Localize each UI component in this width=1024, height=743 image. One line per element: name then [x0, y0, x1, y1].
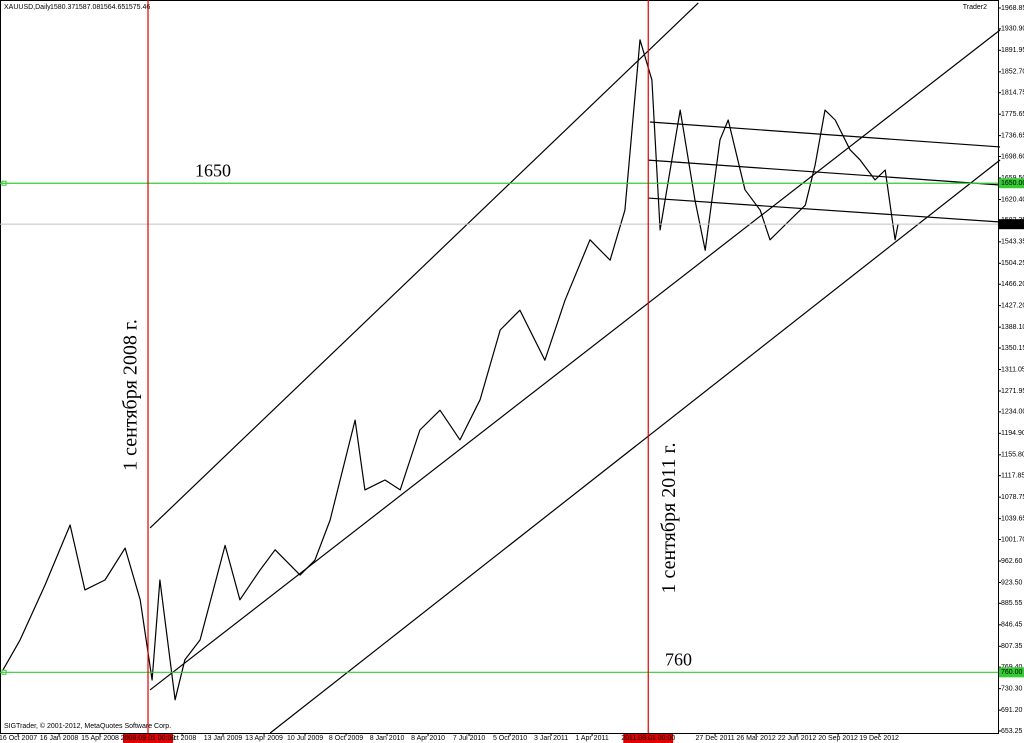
y-tick-label: 1698.60	[1001, 153, 1024, 160]
y-tick-label: 1930.90	[1001, 26, 1024, 33]
level-box	[999, 178, 1024, 189]
level-label: 760	[665, 649, 692, 669]
x-tick-label: Oct 2008	[168, 735, 197, 742]
y-tick-label: 1350.15	[1001, 345, 1024, 352]
y-tick-label: 1234.00	[1001, 409, 1024, 416]
symbol: XAUUSD,Daily	[4, 4, 51, 11]
x-tick-label: 3 Jan 2011	[534, 735, 568, 742]
y-tick-label: 1736.65	[1001, 132, 1024, 139]
x-tick-label: 8 Jan 2010	[370, 735, 405, 742]
x-tick-label: 22 Jun 2012	[778, 735, 817, 742]
y-tick-label: 1427.20	[1001, 303, 1024, 310]
date-axis-label: 2011.09.01 00:00	[621, 735, 675, 742]
trend-line	[149, 2, 699, 529]
last-price-box	[999, 219, 1024, 230]
y-tick-label: 1001.70	[1001, 536, 1024, 543]
level-label: 1650	[195, 160, 231, 180]
trend-line	[648, 197, 1001, 223]
y-tick-label: 691.20	[1001, 707, 1023, 714]
date-label: 1 сентября 2011 г.	[658, 443, 680, 594]
x-tick-label: 5 Oct 2010	[493, 735, 527, 742]
date-label: 1 сентября 2008 г.	[120, 319, 142, 471]
trend-line	[649, 121, 1001, 148]
y-tick-label: 1543.35	[1001, 239, 1024, 246]
x-tick-label: 8 Oct 2009	[329, 735, 363, 742]
level-box	[999, 667, 1024, 678]
y-tick-label: 1620.40	[1001, 196, 1024, 203]
last-price-label: 1575.46	[1001, 221, 1024, 228]
trend-line	[269, 159, 1001, 734]
date-axis-label: 2008.09.01 00:00	[121, 735, 176, 742]
y-tick-label: 1078.75	[1001, 494, 1024, 501]
y-tick-label: 1891.95	[1001, 47, 1024, 54]
y-tick-label: 1852.70	[1001, 69, 1024, 76]
x-tick-label: 26 Mar 2012	[736, 735, 775, 742]
open: 1580.37	[50, 4, 75, 11]
copyright: SIGTrader, © 2001-2012, MetaQuotes Softw…	[4, 722, 171, 730]
y-tick-label: 1117.85	[1001, 473, 1024, 480]
y-tick-label: 1271.95	[1001, 388, 1024, 395]
x-tick-label: 16 Jan 2008	[40, 735, 79, 742]
y-tick-label: 1311.05	[1001, 366, 1024, 373]
window-name: Trader2	[963, 4, 987, 11]
x-tick-label: 13 Apr 2009	[245, 735, 283, 742]
y-tick-label: 885.55	[1001, 600, 1023, 607]
level-axis-label: 1650.00	[1001, 180, 1024, 187]
y-tick-label: 962.60	[1001, 558, 1023, 565]
close: 1575.46	[125, 4, 150, 11]
x-tick-label: 15 Apr 2008	[81, 735, 119, 742]
trend-line	[648, 159, 1001, 186]
y-tick-label: 1504.25	[1001, 260, 1024, 267]
level-axis-label: 760.00	[1001, 669, 1023, 676]
y-tick-label: 1039.65	[1001, 515, 1024, 522]
x-tick-label: 19 Dec 2012	[859, 735, 899, 742]
x-tick-label: 1 Apr 2011	[575, 735, 608, 742]
y-tick-label: 1466.20	[1001, 281, 1024, 288]
plot-frame	[0, 0, 999, 734]
date-box	[623, 734, 674, 743]
y-tick-label: 653.25	[1001, 728, 1023, 735]
y-tick-label: 923.50	[1001, 579, 1023, 586]
x-tick-label: 13 Jan 2009	[204, 735, 243, 742]
y-tick-label: 1388.10	[1001, 324, 1024, 331]
high: 1587.08	[75, 4, 100, 11]
y-tick-label: 1814.75	[1001, 90, 1024, 97]
y-tick-label: 1775.65	[1001, 111, 1024, 118]
y-tick-label: 730.30	[1001, 685, 1023, 692]
y-tick-label: 1194.90	[1001, 430, 1024, 437]
x-tick-label: 10 Jul 2009	[287, 735, 323, 742]
y-tick-label: 846.45	[1001, 622, 1023, 629]
y-tick-label: 807.35	[1001, 643, 1023, 650]
x-tick-label: 8 Apr 2010	[411, 735, 445, 742]
level-marker	[1, 669, 7, 675]
level-marker	[1, 180, 7, 186]
price-line	[2, 39, 899, 701]
x-tick-label: 27 Dec 2011	[695, 735, 734, 742]
x-tick-label: 7 Jul 2010	[453, 735, 485, 742]
x-tick-label: 16 Oct 2007	[0, 735, 37, 742]
date-box	[123, 734, 174, 743]
y-tick-label: 1155.80	[1001, 452, 1024, 459]
low: 1564.65	[100, 4, 125, 11]
x-tick-label: 20 Sep 2012	[818, 735, 858, 742]
trend-line	[149, 29, 1001, 691]
y-tick-label: 1968.85	[1001, 5, 1024, 12]
